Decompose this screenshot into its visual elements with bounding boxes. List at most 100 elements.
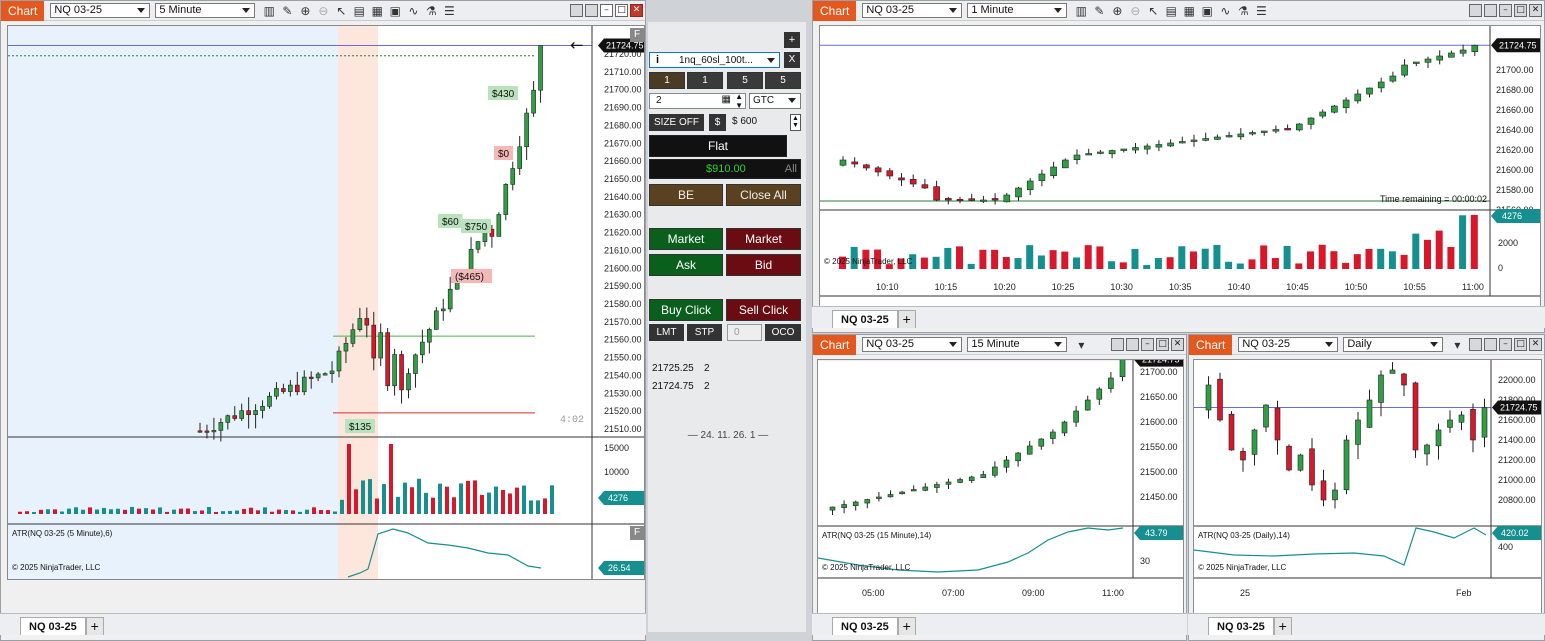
close-icon[interactable]: ✕ (630, 4, 643, 17)
minimize-icon[interactable]: – (600, 4, 613, 17)
pointer-icon[interactable]: ↖ (336, 3, 347, 18)
price-panel[interactable]: 21700.00 21680.00 21660.00 21640.00 21620.00… (819, 25, 1541, 311)
instrument-selector[interactable]: NQ 03-25 (1238, 337, 1339, 352)
buy-click-button[interactable]: Buy Click (649, 299, 723, 321)
trade-label-box (494, 146, 513, 160)
qty-button-5a[interactable]: 5 (727, 72, 763, 89)
minimize-icon[interactable]: – (1499, 4, 1512, 17)
risk-stepper[interactable]: ▲ ▼ (790, 114, 801, 131)
instrument-tab[interactable]: NQ 03-25 (20, 617, 86, 635)
close-icon[interactable]: ✕ (1529, 4, 1542, 17)
strategies-icon[interactable]: ⚗ (425, 3, 437, 18)
add-tab-button[interactable]: + (1273, 617, 1292, 635)
chart-tab[interactable]: Chart (1189, 334, 1233, 355)
interval-selector[interactable]: 5 Minute (155, 3, 256, 18)
data-box-icon[interactable]: ▤ (1165, 3, 1178, 18)
oco-quantity-field[interactable]: 0 (727, 324, 762, 341)
indicators-icon[interactable]: ∿ (408, 3, 419, 18)
add-button[interactable]: + (784, 32, 800, 48)
interval-selector[interactable]: 1 Minute (967, 3, 1068, 18)
dollar-button[interactable]: $ (709, 114, 726, 131)
quantity-field[interactable]: 2 ▦ ▲ ▼ (649, 92, 746, 110)
minimize-icon[interactable]: – (1141, 338, 1154, 351)
zoom-in-icon[interactable]: ⊕ (1112, 3, 1123, 18)
instrument-tab[interactable]: NQ 03-25 (832, 310, 898, 328)
window-tile-icon[interactable] (1469, 4, 1482, 17)
window-tile-icon[interactable] (570, 4, 583, 17)
minimize-icon[interactable]: – (1499, 338, 1512, 351)
qty-button-1b[interactable]: 1 (687, 72, 723, 89)
tif-selector[interactable]: GTC (749, 93, 801, 109)
sell-bid-button[interactable]: Bid (726, 254, 801, 276)
chart-tab[interactable]: Chart (1, 0, 45, 21)
zoom-out-icon[interactable]: ⊖ (1130, 3, 1141, 18)
add-tab-button[interactable]: + (897, 617, 916, 635)
chart-tab[interactable]: Chart (813, 0, 857, 21)
zoom-in-icon[interactable]: ⊕ (300, 3, 311, 18)
sell-market-button[interactable]: Market (726, 228, 801, 250)
sell-click-button[interactable]: Sell Click (726, 299, 801, 321)
pnl-display[interactable]: $910.00 All (649, 159, 801, 179)
qty-button-1a[interactable]: 1 (649, 72, 685, 89)
window-tile-icon-2[interactable] (585, 4, 598, 17)
buy-ask-button[interactable]: Ask (649, 254, 723, 276)
zoom-out-icon[interactable]: ⊖ (318, 3, 329, 18)
maximize-icon[interactable]: □ (1156, 338, 1169, 351)
window-tile-icon-2[interactable] (1484, 338, 1497, 351)
atm-strategy-selector[interactable]: i 1nq_60sl_100t... (649, 52, 780, 68)
menu-chevron-icon[interactable]: ▾ (1078, 337, 1085, 352)
chart-trader-icon[interactable]: ▦ (1183, 3, 1196, 18)
size-off-button[interactable]: SIZE OFF (649, 114, 704, 131)
bar-type-icon[interactable]: ▥ (1075, 3, 1088, 18)
add-tab-button[interactable]: + (85, 617, 104, 635)
maximize-icon[interactable]: □ (615, 4, 628, 17)
interval-selector[interactable]: Daily (1343, 337, 1444, 352)
close-all-button[interactable]: Close All (726, 184, 801, 206)
window-tile-icon[interactable] (1111, 338, 1124, 351)
window-tile-icon-2[interactable] (1484, 4, 1497, 17)
window-tile-icon[interactable] (1469, 338, 1482, 351)
chart-trader-icon[interactable]: ▦ (371, 3, 384, 18)
drawing-tool-icon[interactable]: ✎ (1094, 3, 1105, 18)
interval-selector[interactable]: 15 Minute (967, 337, 1068, 352)
stop-order-button[interactable]: STP (687, 324, 722, 341)
instrument-tab[interactable]: NQ 03-25 (832, 617, 898, 635)
pointer-icon[interactable]: ↖ (1148, 3, 1159, 18)
instrument-selector[interactable]: NQ 03-25 (862, 337, 963, 352)
calculator-icon[interactable]: ▦ (721, 94, 731, 105)
quantity-stepper[interactable]: ▲ ▼ (735, 92, 743, 110)
f-badge[interactable]: F (630, 28, 644, 42)
menu-chevron-icon[interactable]: ▾ (1454, 337, 1461, 352)
remove-atm-button[interactable]: X (784, 52, 800, 68)
chart-tab[interactable]: Chart (813, 334, 857, 355)
maximize-icon[interactable]: □ (1514, 4, 1527, 17)
f-badge-atr[interactable]: F (630, 526, 644, 540)
info-icon[interactable]: i (656, 54, 660, 66)
instrument-selector[interactable]: NQ 03-25 (50, 3, 151, 18)
instrument-selector[interactable]: NQ 03-25 (862, 3, 963, 18)
bar-type-icon[interactable]: ▥ (263, 3, 276, 18)
maximize-icon[interactable]: □ (1514, 338, 1527, 351)
drawing-tool-icon[interactable]: ✎ (282, 3, 293, 18)
oco-button[interactable]: OCO (765, 324, 801, 341)
add-tab-button[interactable]: + (897, 310, 916, 328)
close-icon[interactable]: ✕ (1529, 338, 1542, 351)
price-panel[interactable]: 22000.00 21800.00 21600.00 21400.00 21200.00… (1193, 359, 1542, 621)
pnl-scope[interactable]: All (784, 163, 797, 175)
screenshot-icon[interactable]: ▣ (389, 3, 402, 18)
instrument-tab[interactable]: NQ 03-25 (1208, 617, 1274, 635)
window-tile-icon-2[interactable] (1126, 338, 1139, 351)
qty-button-5b[interactable]: 5 (765, 72, 801, 89)
price-panel[interactable]: 21700.00 21650.00 21600.00 21550.00 21500.00… (817, 359, 1184, 621)
properties-icon[interactable]: ☰ (443, 3, 455, 18)
screenshot-icon[interactable]: ▣ (1201, 3, 1214, 18)
breakeven-button[interactable]: BE (649, 184, 723, 206)
limit-order-button[interactable]: LMT (649, 324, 684, 341)
buy-market-button[interactable]: Market (649, 228, 723, 250)
strategies-icon[interactable]: ⚗ (1237, 3, 1249, 18)
close-icon[interactable]: ✕ (1171, 338, 1184, 351)
properties-icon[interactable]: ☰ (1255, 3, 1267, 18)
price-panel[interactable]: 21720.00 21710.00 21700.00 21690.00 21680.00… (7, 25, 645, 580)
data-box-icon[interactable]: ▤ (353, 3, 366, 18)
indicators-icon[interactable]: ∿ (1220, 3, 1231, 18)
